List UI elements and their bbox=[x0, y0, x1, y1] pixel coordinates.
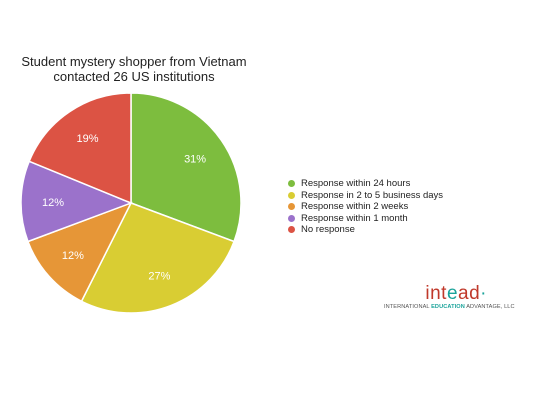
pie-slice-0 bbox=[130, 92, 242, 243]
logo-mark-b: e bbox=[446, 283, 459, 304]
logo-tag-b: EDUCATION bbox=[431, 304, 465, 310]
pie-slice-1 bbox=[80, 202, 236, 314]
logo-tagline: INTERNATIONAL EDUCATION ADVANTAGE, LLC bbox=[384, 304, 524, 310]
legend-label-24-hours: Response within 24 hours bbox=[301, 178, 411, 190]
pie-slice-label-0: 31% bbox=[184, 154, 206, 166]
legend-item-no-response: No response bbox=[288, 224, 443, 236]
pie-slice-4 bbox=[28, 92, 132, 205]
pie-slice-label-1: 27% bbox=[148, 271, 170, 283]
chart-title-line-1: Student mystery shopper from Vietnam bbox=[21, 54, 247, 69]
logo-mark-dot: · bbox=[480, 283, 487, 304]
legend-item-2-5-days: Response in 2 to 5 business days bbox=[288, 190, 443, 202]
pie-slice-3 bbox=[20, 160, 134, 243]
legend-swatch-2-weeks bbox=[288, 203, 295, 211]
chart-legend: Response within 24 hours Response in 2 t… bbox=[288, 178, 443, 236]
legend-label-2-5-days: Response in 2 to 5 business days bbox=[301, 189, 444, 201]
pie-slice-label-4: 19% bbox=[77, 133, 99, 145]
legend-swatch-no-response bbox=[288, 226, 295, 234]
legend-swatch-2-5-days bbox=[288, 191, 295, 199]
pie-slice-label-2: 12% bbox=[62, 250, 84, 262]
legend-swatch-1-month bbox=[288, 214, 295, 222]
chart-title-line-2: contacted 26 US institutions bbox=[53, 69, 215, 84]
legend-item-1-month: Response within 1 month bbox=[288, 213, 443, 225]
legend-item-2-weeks: Response within 2 weeks bbox=[288, 201, 443, 213]
legend-item-24-hours: Response within 24 hours bbox=[288, 178, 443, 190]
logo-wordmark: intead· bbox=[384, 284, 487, 304]
logo-tag-c: ADVANTAGE, LLC bbox=[464, 304, 515, 310]
logo-mark-c: ad bbox=[458, 283, 481, 304]
intead-logo: intead· INTERNATIONAL EDUCATION ADVANTAG… bbox=[384, 284, 524, 311]
chart-title: Student mystery shopper from Vietnam con… bbox=[14, 54, 254, 84]
legend-swatch-24-hours bbox=[288, 180, 295, 188]
legend-label-no-response: No response bbox=[301, 224, 355, 236]
logo-tag-a: INTERNATIONAL bbox=[384, 304, 432, 310]
logo-mark-a: int bbox=[425, 283, 447, 304]
pie-slice-2 bbox=[26, 201, 133, 303]
pie-slice-label-3: 12% bbox=[42, 197, 64, 209]
legend-label-2-weeks: Response within 2 weeks bbox=[301, 201, 409, 213]
legend-label-1-month: Response within 1 month bbox=[301, 212, 408, 224]
